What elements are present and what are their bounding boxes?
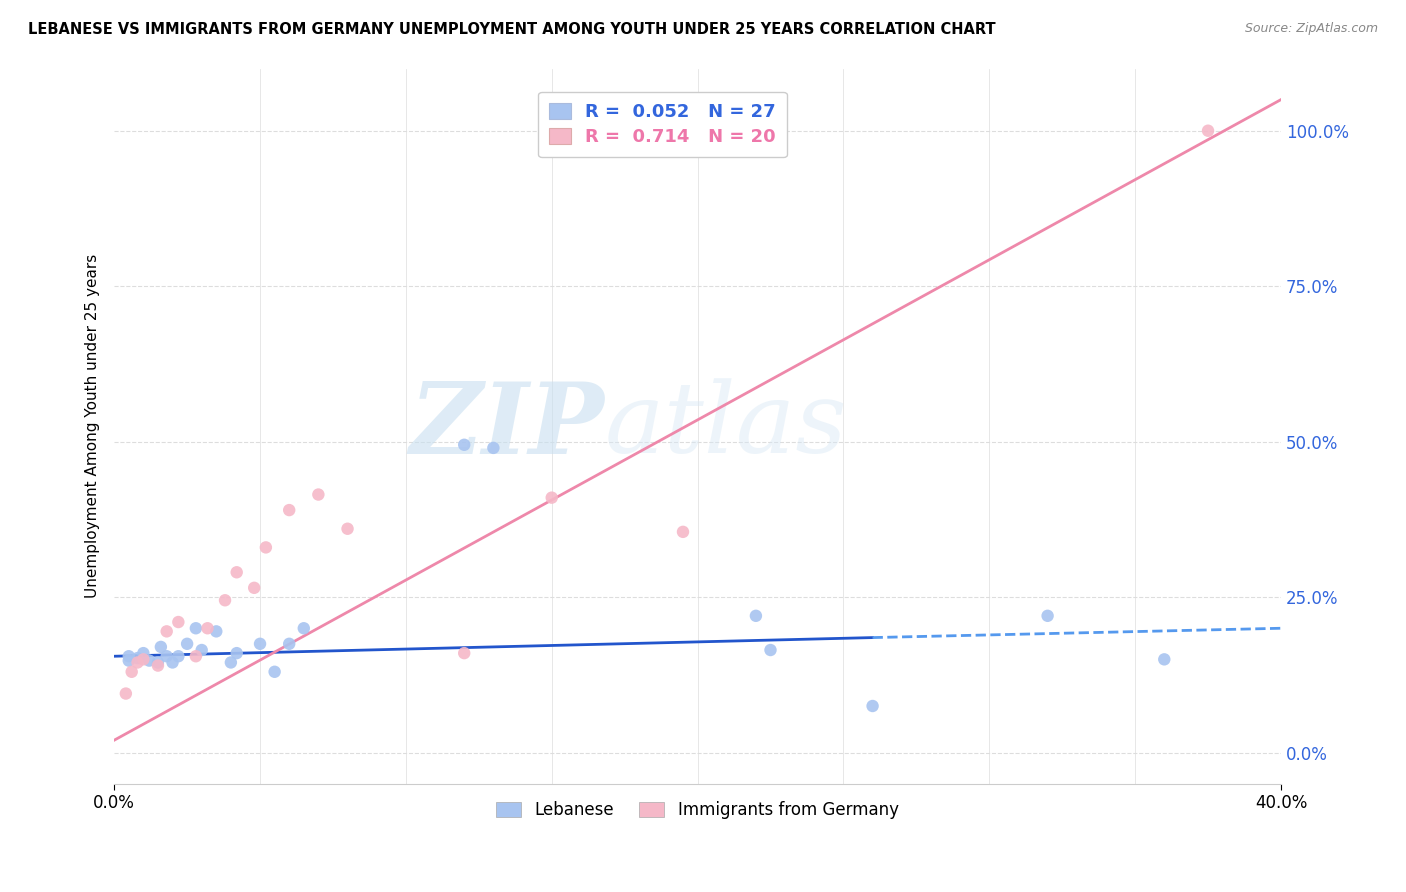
Point: [132, 652, 155, 666]
Y-axis label: Unemployment Among Youth under 25 years: Unemployment Among Youth under 25 years: [86, 254, 100, 599]
Point: [254, 541, 277, 555]
Point: [176, 637, 198, 651]
Point: [278, 637, 301, 651]
Point: [214, 593, 236, 607]
Point: [1197, 124, 1219, 138]
Point: [672, 524, 695, 539]
Text: LEBANESE VS IMMIGRANTS FROM GERMANY UNEMPLOYMENT AMONG YOUTH UNDER 25 YEARS CORR: LEBANESE VS IMMIGRANTS FROM GERMANY UNEM…: [28, 22, 995, 37]
Point: [118, 654, 141, 668]
Point: [292, 621, 315, 635]
Point: [146, 658, 169, 673]
Point: [482, 441, 505, 455]
Point: [149, 640, 172, 654]
Point: [225, 566, 247, 580]
Point: [197, 621, 219, 635]
Point: [205, 624, 228, 639]
Point: [453, 438, 475, 452]
Point: [249, 637, 271, 651]
Point: [862, 698, 884, 713]
Point: [745, 608, 768, 623]
Point: [278, 503, 301, 517]
Point: [1153, 652, 1175, 666]
Point: [132, 646, 155, 660]
Point: [167, 649, 190, 664]
Text: Source: ZipAtlas.com: Source: ZipAtlas.com: [1244, 22, 1378, 36]
Point: [759, 643, 782, 657]
Point: [184, 649, 207, 664]
Point: [263, 665, 285, 679]
Legend: Lebanese, Immigrants from Germany: Lebanese, Immigrants from Germany: [489, 794, 905, 825]
Point: [243, 581, 266, 595]
Point: [190, 643, 212, 657]
Point: [156, 624, 179, 639]
Point: [1036, 608, 1059, 623]
Point: [336, 522, 359, 536]
Point: [146, 656, 169, 670]
Point: [138, 654, 160, 668]
Point: [307, 487, 329, 501]
Point: [540, 491, 562, 505]
Point: [127, 651, 149, 665]
Point: [162, 656, 184, 670]
Point: [184, 621, 207, 635]
Point: [225, 646, 247, 660]
Text: atlas: atlas: [605, 378, 846, 474]
Point: [115, 687, 138, 701]
Point: [167, 615, 190, 629]
Point: [156, 649, 179, 664]
Text: ZIP: ZIP: [409, 378, 605, 475]
Point: [118, 649, 141, 664]
Point: [121, 665, 143, 679]
Point: [219, 656, 242, 670]
Point: [127, 656, 149, 670]
Point: [453, 646, 475, 660]
